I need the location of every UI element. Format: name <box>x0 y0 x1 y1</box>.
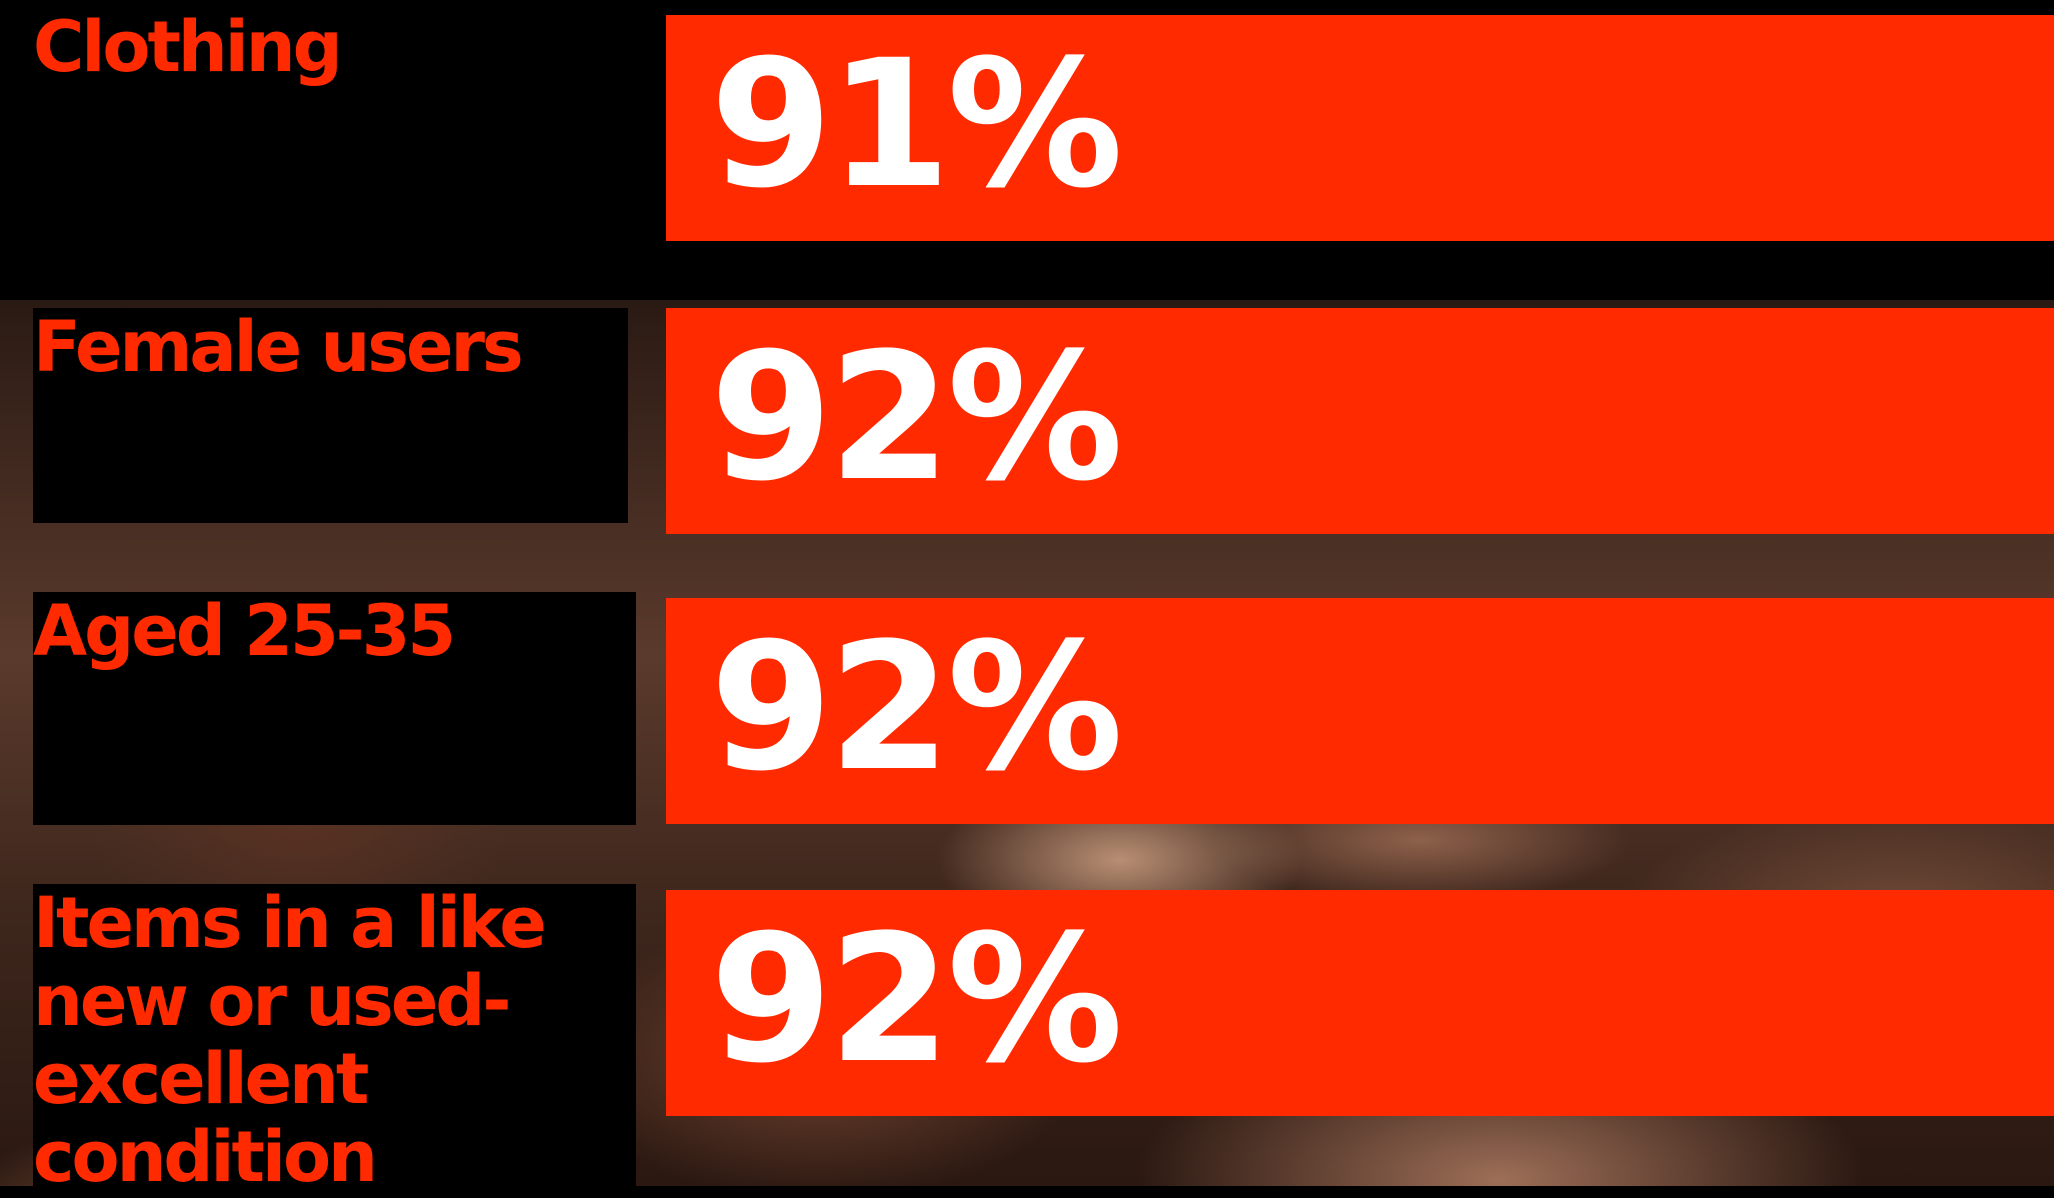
stat-label-line: new or used- <box>33 960 511 1042</box>
stat-bar: 92% <box>666 308 2054 534</box>
stat-label: Aged 25-35 <box>33 590 456 672</box>
stat-label: Clothing <box>33 6 343 88</box>
stat-label-line: Items in a like <box>33 882 547 964</box>
stat-label-line: condition <box>33 1116 378 1198</box>
stat-label-box: Items in a like new or used- excellent c… <box>33 882 636 1196</box>
stat-label-line: excellent <box>33 1038 369 1120</box>
stat-bar: 92% <box>666 598 2054 824</box>
stat-row-clothing: Clothing 91% <box>0 0 2054 300</box>
stat-value: 92% <box>710 605 1123 810</box>
stat-label-box: Clothing <box>33 8 633 118</box>
stat-bar: 91% <box>666 15 2054 241</box>
stat-label-box: Female users <box>33 308 628 523</box>
stat-value: 92% <box>710 897 1123 1102</box>
stat-label-box: Aged 25-35 <box>33 592 636 825</box>
stat-label: Female users <box>33 306 524 388</box>
stat-value: 92% <box>710 315 1123 520</box>
stat-value: 91% <box>710 22 1123 227</box>
stat-bar: 92% <box>666 890 2054 1116</box>
